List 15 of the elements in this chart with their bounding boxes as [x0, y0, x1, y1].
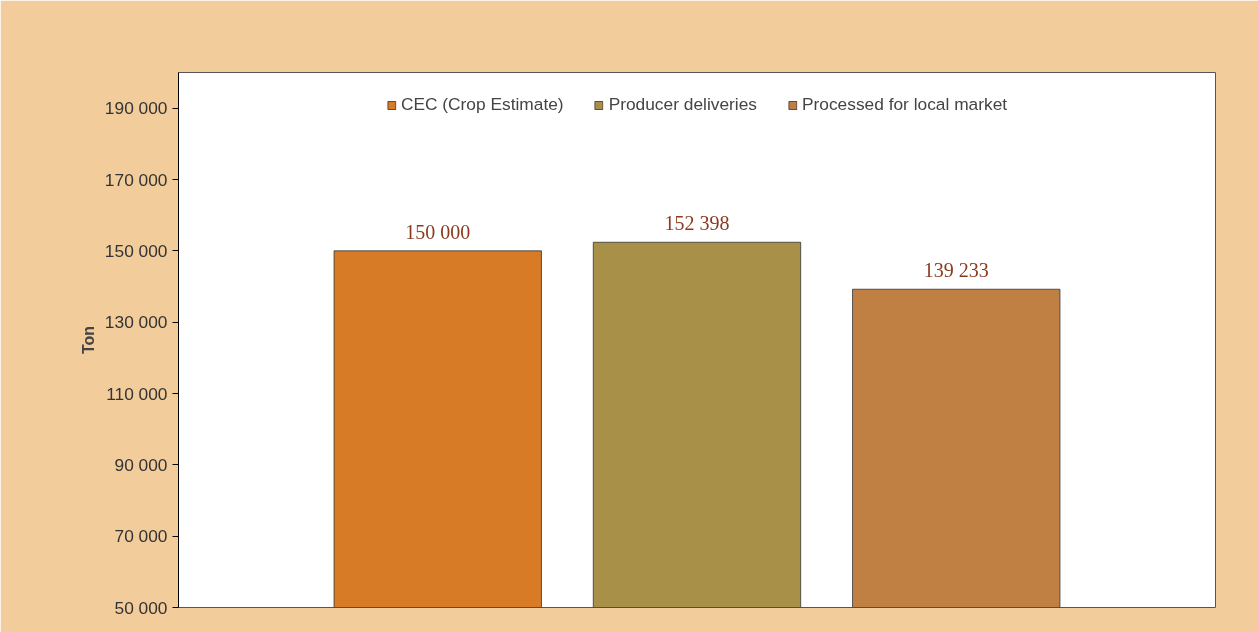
y-tick-label: 110 000 — [106, 383, 168, 404]
y-tick-label: 190 000 — [104, 98, 168, 119]
y-tick-label: 170 000 — [104, 169, 168, 190]
y-tick-label: 50 000 — [114, 597, 168, 618]
y-tick-label: 150 000 — [104, 240, 168, 261]
legend-label: Producer deliveries — [608, 94, 757, 115]
legend-label: Processed for local market — [801, 94, 1008, 115]
y-tick-label: 70 000 — [114, 526, 168, 547]
y-tick-label: 90 000 — [114, 454, 168, 475]
data-label: 152 398 — [664, 212, 730, 235]
y-tick-label: 130 000 — [104, 312, 168, 333]
y-axis-title: Ton — [79, 325, 97, 355]
legend-label: CEC (Crop Estimate) — [400, 94, 564, 115]
data-label: 139 233 — [923, 259, 989, 282]
data-label: 150 000 — [405, 220, 471, 243]
